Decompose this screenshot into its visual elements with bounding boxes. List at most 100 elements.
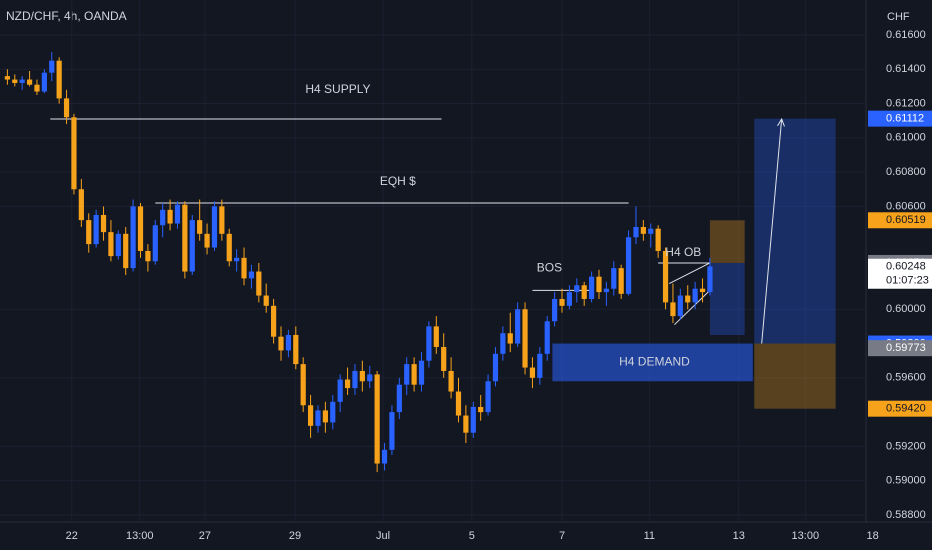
candle-body xyxy=(26,79,33,85)
candle-body xyxy=(507,333,513,344)
candle-body xyxy=(145,250,151,262)
candle-body xyxy=(152,225,158,262)
candle-body xyxy=(34,84,40,92)
y-tick-label: 0.61600 xyxy=(886,29,926,41)
price-badge-label: 0.61112 xyxy=(886,113,924,125)
candle-body xyxy=(655,228,661,251)
x-tick-label: 27 xyxy=(199,530,211,542)
candle-body xyxy=(559,298,565,306)
candle-body xyxy=(130,206,136,269)
y-tick-label: 0.59000 xyxy=(886,475,926,487)
arrow-head xyxy=(777,117,785,127)
candle-body xyxy=(315,410,321,426)
candle-body xyxy=(640,226,646,234)
y-tick-label: 0.59600 xyxy=(886,372,926,384)
candle-body xyxy=(455,391,462,416)
price-badge xyxy=(868,258,932,289)
candle-body xyxy=(596,276,602,293)
candle-body xyxy=(677,295,683,317)
chart-title: NZD/CHF, 4h, OANDA xyxy=(6,9,127,23)
candle-body xyxy=(603,288,609,293)
candle-body xyxy=(137,206,144,251)
candle-body xyxy=(123,233,129,269)
candle-body xyxy=(174,204,181,224)
arrow xyxy=(761,118,783,344)
candle-body xyxy=(625,237,632,294)
candle-body xyxy=(485,381,491,413)
y-tick-label: 0.61400 xyxy=(886,63,926,75)
candle-body xyxy=(234,257,240,262)
annotation-label: H4 DEMAND xyxy=(619,355,690,369)
price-badge-label: 0.59420 xyxy=(886,403,926,415)
candle-body xyxy=(707,266,713,293)
candle-body xyxy=(108,232,114,257)
y-tick-label: 0.60800 xyxy=(886,166,926,178)
x-tick-label: 7 xyxy=(559,530,565,542)
candle-body xyxy=(588,276,595,299)
candle-body xyxy=(93,214,99,245)
candle-body xyxy=(271,305,277,337)
countdown: 01:07:23 xyxy=(886,275,929,287)
x-tick-label: 18 xyxy=(866,530,878,542)
candle-body xyxy=(71,117,77,190)
annotation-line xyxy=(669,262,711,284)
zone xyxy=(709,262,745,335)
candle-body xyxy=(115,233,121,257)
candle-body xyxy=(552,298,558,322)
candle-body xyxy=(263,295,269,306)
x-tick-label: 11 xyxy=(644,530,655,542)
candle-body xyxy=(374,374,380,464)
candle-body xyxy=(418,360,425,385)
candle-body xyxy=(241,257,247,279)
candle-body xyxy=(670,302,676,317)
candle-body xyxy=(256,271,262,296)
candle-body xyxy=(49,60,55,73)
candle-body xyxy=(307,405,314,426)
candle-body xyxy=(300,364,306,406)
candle-body xyxy=(389,412,395,450)
candle-body xyxy=(19,79,25,83)
candle-body xyxy=(330,401,336,423)
annotation-label: H4 OB xyxy=(665,245,701,259)
candle-body xyxy=(611,268,617,289)
candle-body xyxy=(197,220,203,234)
candle-body xyxy=(470,406,476,433)
candle-body xyxy=(219,206,225,234)
candle-body xyxy=(189,220,195,272)
zone xyxy=(709,220,745,263)
candle-body xyxy=(367,374,373,382)
candle-body xyxy=(41,72,47,92)
x-tick-label: Jul xyxy=(376,530,390,542)
price-badge xyxy=(868,340,932,357)
candle-body xyxy=(344,379,351,389)
candle-body xyxy=(685,295,691,303)
annotation-label: BOS xyxy=(537,260,562,274)
candle-body xyxy=(581,285,587,299)
candle-body xyxy=(167,209,173,224)
zone xyxy=(552,343,753,382)
candle-body xyxy=(500,333,506,354)
x-tick-label: 29 xyxy=(289,530,301,542)
candle-body xyxy=(226,233,232,262)
candle-body xyxy=(662,250,669,303)
y-tick-label: 0.58800 xyxy=(886,509,926,521)
price-badge-label: 0.60519 xyxy=(886,214,926,226)
candle-body xyxy=(441,346,447,371)
candle-body xyxy=(433,326,439,347)
candle-body xyxy=(359,370,365,382)
price-badge xyxy=(868,400,932,417)
x-tick-label: 22 xyxy=(66,530,78,542)
candle-body xyxy=(211,206,218,248)
candle-body xyxy=(411,364,417,385)
candle-body xyxy=(182,204,188,272)
zone xyxy=(754,343,836,409)
candle-body xyxy=(396,384,402,413)
y-tick-label: 0.60600 xyxy=(886,200,926,212)
candle-body xyxy=(515,309,521,344)
candle-body xyxy=(426,326,432,361)
candle-body xyxy=(86,220,92,245)
candle-body xyxy=(278,336,284,351)
candle-body xyxy=(529,367,536,378)
price-badge xyxy=(868,110,932,127)
candle-body xyxy=(478,406,484,413)
